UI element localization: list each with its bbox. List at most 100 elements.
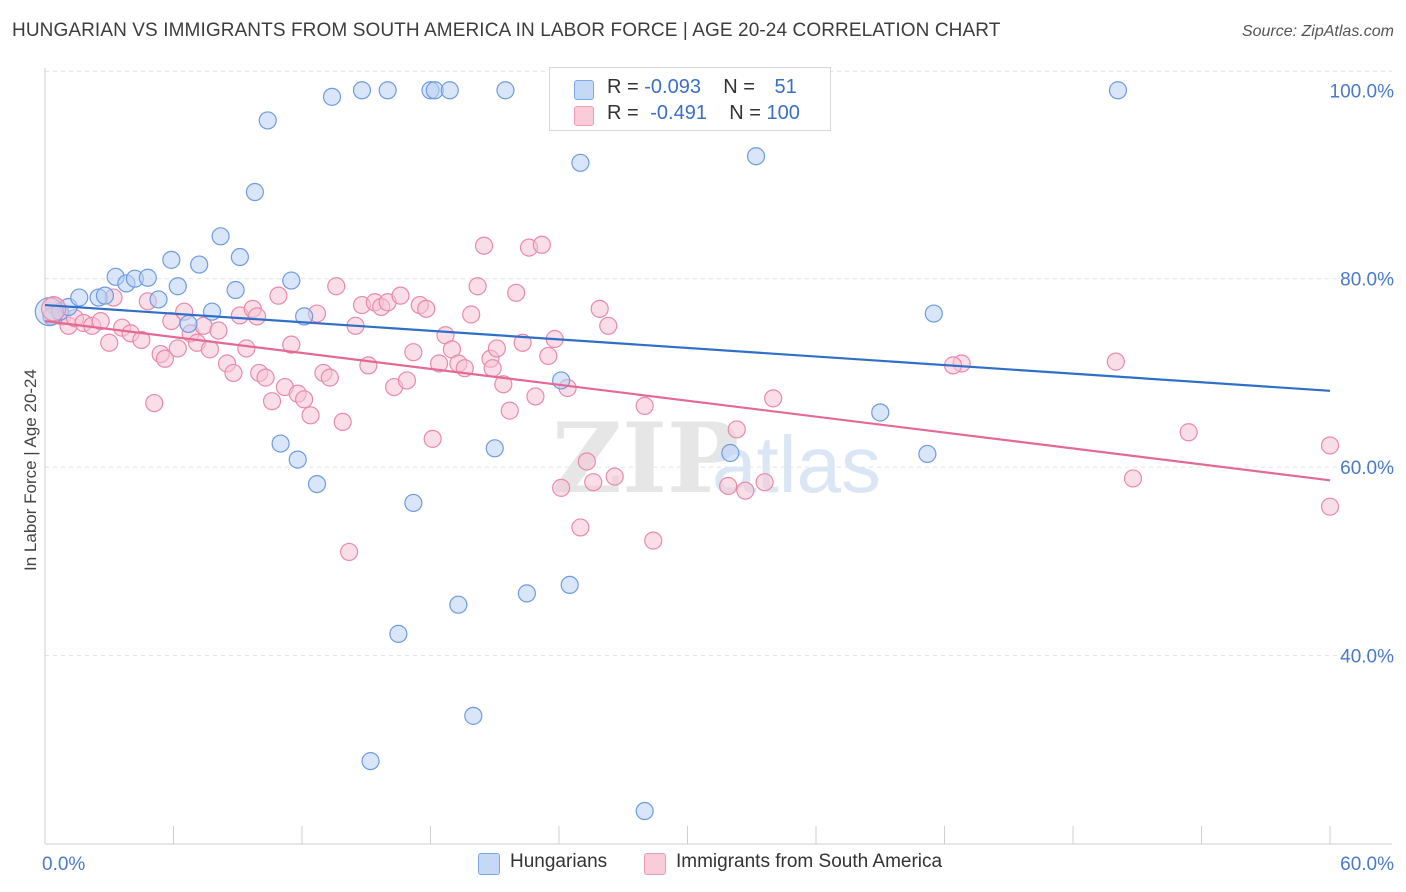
data-point bbox=[517, 584, 536, 603]
y-tick-label: 80.0% bbox=[1340, 270, 1394, 291]
data-point bbox=[168, 339, 187, 358]
legend-n-value: 100 bbox=[766, 102, 800, 124]
data-point bbox=[417, 299, 436, 318]
data-point bbox=[462, 305, 481, 324]
data-point bbox=[320, 368, 339, 387]
legend-r-label: R = bbox=[607, 76, 639, 98]
y-tick-label: 40.0% bbox=[1340, 647, 1394, 668]
data-point bbox=[635, 396, 654, 415]
data-point bbox=[1179, 423, 1198, 442]
data-point bbox=[361, 751, 380, 771]
data-point bbox=[333, 412, 352, 432]
data-point bbox=[485, 439, 504, 458]
data-point bbox=[539, 346, 558, 366]
data-point bbox=[871, 403, 890, 422]
source-label: Source: ZipAtlas.com bbox=[1241, 23, 1394, 40]
data-point bbox=[307, 474, 327, 494]
data-point bbox=[389, 624, 408, 643]
data-point bbox=[322, 87, 342, 106]
data-point bbox=[145, 393, 164, 413]
data-point bbox=[211, 227, 230, 246]
data-point bbox=[423, 429, 442, 448]
data-point bbox=[526, 387, 545, 406]
legend-r-value: -0.491 bbox=[650, 102, 707, 124]
data-point bbox=[282, 335, 301, 354]
data-point bbox=[1320, 497, 1340, 516]
data-point bbox=[230, 247, 249, 267]
x-tick-label-max: 60.0% bbox=[1340, 854, 1394, 875]
bottom-legend-label: Immigrants from South America bbox=[676, 851, 943, 872]
data-point bbox=[245, 182, 264, 202]
chart-title: HUNGARIAN VS IMMIGRANTS FROM SOUTH AMERI… bbox=[12, 20, 1001, 41]
data-point bbox=[532, 235, 551, 254]
legend-n-label: N = bbox=[723, 76, 755, 98]
data-point bbox=[237, 339, 256, 358]
data-point bbox=[727, 420, 746, 439]
data-point bbox=[755, 473, 774, 492]
data-point bbox=[736, 481, 755, 500]
data-point bbox=[271, 434, 290, 453]
y-tick-label: 100.0% bbox=[1330, 81, 1395, 102]
data-point bbox=[474, 236, 494, 255]
data-point bbox=[391, 286, 410, 305]
data-point bbox=[513, 333, 532, 352]
data-point bbox=[449, 595, 468, 614]
data-point bbox=[571, 153, 590, 172]
data-point bbox=[494, 375, 513, 394]
data-point bbox=[764, 389, 783, 408]
data-point bbox=[70, 288, 89, 307]
legend-r-label: R = bbox=[607, 102, 639, 124]
data-point bbox=[209, 321, 228, 340]
data-point bbox=[95, 286, 115, 305]
data-point bbox=[464, 706, 483, 725]
legend-n-label: N = bbox=[729, 102, 761, 124]
legend-swatch-blue bbox=[574, 80, 594, 100]
data-point bbox=[918, 444, 937, 464]
data-point bbox=[635, 801, 654, 821]
data-point bbox=[560, 575, 579, 595]
data-point bbox=[404, 343, 423, 362]
data-point bbox=[721, 443, 740, 463]
data-point bbox=[496, 81, 515, 100]
data-point bbox=[256, 368, 275, 387]
data-point bbox=[605, 467, 624, 486]
legend-r-value: -0.093 bbox=[644, 76, 701, 98]
data-point bbox=[483, 359, 502, 378]
data-point bbox=[584, 473, 603, 492]
legend-n-value: 51 bbox=[774, 76, 797, 98]
trend-line-immigrants bbox=[44, 320, 1331, 482]
data-point bbox=[155, 349, 175, 368]
data-point bbox=[1108, 81, 1128, 100]
data-point bbox=[295, 390, 314, 409]
data-point bbox=[577, 452, 596, 471]
data-point bbox=[1320, 436, 1340, 455]
axes bbox=[44, 68, 1392, 845]
data-point bbox=[224, 363, 243, 383]
data-point bbox=[282, 271, 301, 290]
data-point bbox=[190, 255, 209, 274]
data-point bbox=[552, 478, 571, 497]
tick-labels: 40.0% 60.0% 80.0% 100.0% 0.0% 60.0% bbox=[42, 81, 1394, 875]
bottom-legend-swatch-blue bbox=[478, 853, 500, 875]
data-point-cluster bbox=[40, 296, 67, 322]
x-tick-label-min: 0.0% bbox=[42, 854, 85, 875]
bottom-legend-swatch-pink bbox=[644, 853, 666, 875]
data-point bbox=[247, 307, 267, 326]
trend-line-hungarians bbox=[44, 303, 1331, 392]
data-point bbox=[269, 286, 288, 305]
data-point bbox=[397, 371, 417, 390]
data-point bbox=[378, 81, 397, 100]
data-point bbox=[746, 147, 766, 166]
data-point bbox=[429, 354, 449, 373]
data-point bbox=[352, 81, 372, 100]
data-point bbox=[599, 316, 618, 335]
trend-lines bbox=[44, 303, 1331, 482]
data-point bbox=[500, 401, 519, 420]
correlation-legend: R = -0.093 N = 51 R = -0.491 N = 100 bbox=[549, 67, 831, 131]
data-point bbox=[1106, 352, 1125, 371]
data-point bbox=[644, 531, 663, 550]
y-tick-label: 60.0% bbox=[1340, 458, 1394, 479]
series-hungarians-points bbox=[34, 81, 1128, 821]
data-point bbox=[468, 277, 487, 296]
data-point bbox=[162, 250, 181, 269]
